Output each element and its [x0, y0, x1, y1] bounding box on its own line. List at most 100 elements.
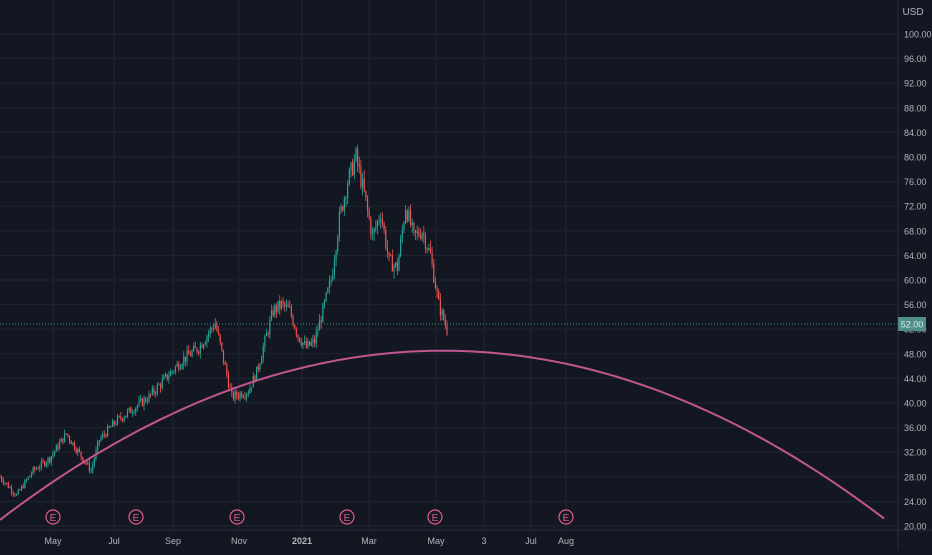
candle-body [204, 342, 206, 345]
candle-body [294, 325, 296, 329]
candle-body [325, 292, 327, 301]
candle-body [262, 346, 264, 359]
candle-body [184, 356, 187, 362]
candle-body [145, 398, 147, 402]
candle-body [232, 392, 235, 399]
time-axis-bg [0, 530, 932, 550]
candle-body [383, 223, 385, 230]
candle-body [173, 371, 175, 373]
candle-body [118, 415, 120, 417]
candle-body [289, 306, 291, 308]
candle-body [206, 336, 208, 343]
candle-body [391, 255, 393, 272]
candle-body [0, 476, 1, 478]
candle-body [141, 398, 143, 406]
candle-body [93, 458, 95, 465]
candle-body [27, 476, 29, 480]
candle-body [63, 433, 66, 443]
candle-body [92, 464, 94, 471]
candle-body [198, 351, 200, 353]
candle-body [47, 457, 49, 463]
candle-body [279, 300, 281, 309]
time-tick-label: 2021 [292, 536, 312, 546]
candle-body [340, 206, 342, 212]
candle-body [418, 231, 420, 236]
candle-body [146, 401, 148, 403]
candle-body [97, 442, 99, 450]
candle-body [151, 388, 153, 395]
candle-body [395, 262, 397, 266]
candle-body [297, 334, 299, 338]
candle-body [174, 366, 177, 372]
candle-body [50, 456, 52, 463]
candle-body [361, 178, 364, 187]
candle-body [256, 366, 258, 382]
candle-body [68, 436, 71, 441]
candle-body [403, 223, 405, 231]
candle-body [295, 328, 297, 335]
price-tick-label: 28.00 [904, 472, 927, 482]
candle-body [212, 328, 215, 330]
candle-body [77, 449, 79, 453]
candle-body [110, 426, 112, 428]
candle-body [398, 255, 400, 271]
candle-body [251, 387, 253, 389]
candle-body [10, 487, 13, 493]
candle-body [421, 233, 423, 239]
price-tick-label: 88.00 [904, 103, 927, 113]
candle-body [343, 198, 345, 211]
candle-body [211, 328, 213, 330]
candle-body [57, 445, 59, 449]
time-tick-label: Aug [558, 536, 574, 546]
price-tick-label: 84.00 [904, 128, 927, 138]
candle-body [300, 341, 302, 346]
earnings-marker-label: E [432, 513, 439, 524]
candle-body [39, 467, 41, 469]
candle-body [317, 330, 319, 333]
candle-body [156, 385, 158, 394]
candle-body [123, 417, 125, 421]
candle-body [131, 412, 134, 414]
candle-body [164, 374, 167, 377]
candle-body [82, 456, 84, 462]
candle-body [6, 482, 8, 484]
candle-body [40, 461, 42, 468]
candle-body [405, 210, 407, 224]
candle-body [108, 426, 110, 428]
earnings-marker: E [427, 509, 443, 525]
candle-body [381, 219, 384, 224]
candle-body [345, 198, 347, 199]
candle-body [444, 319, 446, 326]
time-tick-label: Jul [525, 536, 537, 546]
candle-body [219, 334, 221, 343]
candle-body [241, 392, 243, 398]
candle-body [107, 426, 109, 437]
candle-body [363, 178, 365, 191]
candle-body [100, 437, 102, 441]
candle-body [280, 301, 283, 309]
candle-body [386, 247, 388, 253]
candle-body [49, 457, 51, 463]
earnings-marker-circle [45, 509, 61, 525]
candle-body [29, 475, 31, 477]
candle-body [133, 412, 135, 414]
candle-body [406, 210, 408, 221]
candle-body [105, 434, 107, 437]
candle-body [30, 473, 33, 476]
candle-body [320, 320, 322, 323]
earnings-marker: E [558, 509, 574, 525]
candle-body [414, 230, 417, 233]
candle-body [242, 396, 244, 398]
candle-body [313, 339, 316, 344]
candle-body [315, 332, 317, 344]
candle-body [275, 305, 278, 312]
candle-body [75, 449, 77, 453]
candle-body [42, 461, 44, 462]
candle-body [191, 351, 193, 357]
candle-body [409, 210, 412, 226]
candle-body [244, 396, 246, 398]
candle-body [431, 253, 433, 264]
